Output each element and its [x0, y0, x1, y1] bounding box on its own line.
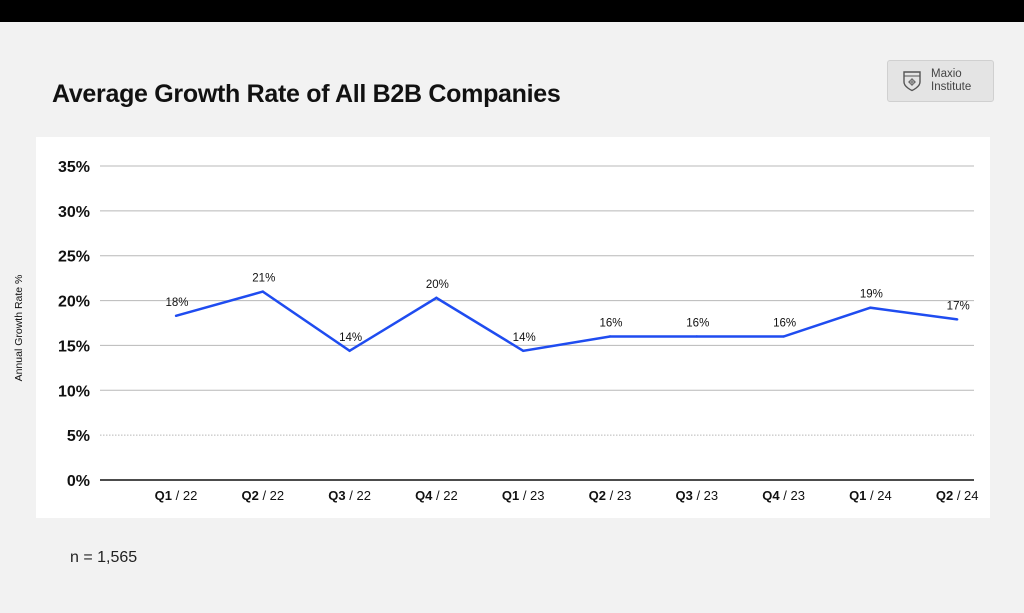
chart-title: Average Growth Rate of All B2B Companies [52, 80, 561, 108]
data-label: 17% [947, 300, 970, 312]
data-point [695, 335, 698, 338]
data-point [522, 349, 525, 353]
data-label: 16% [773, 317, 796, 329]
data-label: 16% [686, 317, 709, 329]
data-label: 19% [860, 289, 883, 301]
y-axis-title: Annual Growth Rate % [13, 274, 25, 382]
data-point [782, 335, 785, 338]
x-tick-label: Q1 / 23 [502, 488, 545, 503]
top-bar [0, 0, 1024, 22]
x-tick-label: Q3 / 23 [675, 488, 718, 503]
data-label: 14% [339, 332, 362, 344]
line-chart: 0% 5% 10% 15% 20% 25% 30% 35% Q1 / 22 Q2 / 22 Q3 /… [58, 159, 979, 503]
y-tick-label: 15% [58, 338, 90, 355]
y-tick-label: 35% [58, 159, 90, 176]
data-label: 21% [252, 273, 275, 285]
sample-size-note: n = 1,565 [70, 549, 138, 566]
data-point [261, 290, 264, 293]
data-point [869, 306, 872, 309]
y-tick-label: 5% [67, 428, 90, 445]
x-tick-label: Q4 / 22 [415, 488, 458, 503]
y-tick-label: 0% [67, 473, 90, 490]
data-label: 18% [165, 297, 188, 309]
chart-panel: 0% 5% 10% 15% 20% 25% 30% 35% Q1 / 22 Q2 / 22 Q3 /… [36, 137, 990, 518]
x-tick-label: Q2 / 22 [241, 488, 284, 503]
y-tick-label: 30% [58, 204, 90, 221]
data-label: 20% [426, 279, 449, 291]
series-line [175, 290, 958, 353]
x-tick-label: Q4 / 23 [762, 488, 805, 503]
data-point [174, 314, 178, 318]
data-point [435, 296, 438, 300]
brand-line-1: Maxio [931, 68, 962, 80]
y-tick-label: 25% [58, 249, 90, 266]
brand-badge: Maxio Institute [887, 60, 994, 102]
data-label: 14% [513, 332, 536, 344]
x-tick-label: Q2 / 23 [589, 488, 632, 503]
x-tick-label: Q2 / 24 [936, 488, 979, 503]
data-point [608, 335, 612, 338]
x-tick-label: Q1 / 22 [155, 488, 198, 503]
x-tick-label: Q1 / 24 [849, 488, 892, 503]
data-point [956, 318, 959, 321]
x-tick-label: Q3 / 22 [328, 488, 371, 503]
data-label: 16% [599, 317, 622, 329]
data-point [348, 349, 351, 353]
brand-line-2: Institute [931, 81, 972, 93]
maxio-shield-icon [903, 71, 921, 92]
y-tick-label: 10% [58, 383, 90, 400]
y-tick-label: 20% [58, 294, 90, 311]
